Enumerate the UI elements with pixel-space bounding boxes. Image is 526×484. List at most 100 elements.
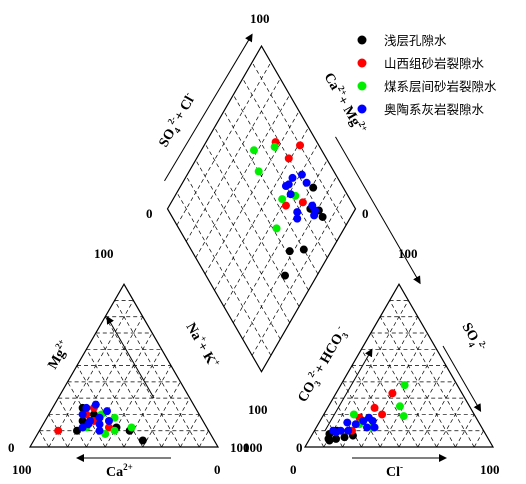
cation-point-2-4 bbox=[127, 423, 136, 432]
cation-point-3-3 bbox=[103, 407, 112, 416]
cation-point-3-1 bbox=[82, 403, 91, 412]
cation-triangle-grid-line bbox=[39, 430, 50, 448]
diamond-point-3-3 bbox=[281, 182, 290, 191]
legend: 浅层孔隙水 山西组砂岩裂隙水 煤系层间砂岩裂隙水 奥陶系灰岩裂隙水 bbox=[357, 33, 497, 117]
diamond-point-0-4 bbox=[285, 247, 294, 256]
legend-label-shallow-pore-water: 浅层孔隙水 bbox=[384, 33, 447, 48]
cation-triangle-grid-line bbox=[48, 300, 134, 448]
legend-marker-shallow-pore-water bbox=[357, 35, 367, 45]
diamond-point-3-6 bbox=[293, 214, 302, 223]
anion-point-2-1 bbox=[399, 412, 408, 421]
cation-triangle-grid-line bbox=[114, 300, 200, 448]
axis-label-co3-hco3: CO32-+ HCO3- bbox=[293, 323, 352, 406]
cation-point-3-8 bbox=[95, 426, 104, 435]
diamond-grid-line bbox=[214, 127, 309, 291]
diamond-tick-100-bottom: 100 bbox=[248, 402, 268, 417]
diamond-point-1-3 bbox=[281, 201, 290, 210]
cation-triangle-grid-line bbox=[95, 332, 162, 448]
anion-triangle-grid-line bbox=[473, 430, 484, 448]
arrow-ca-mg bbox=[335, 136, 421, 285]
anion-triangle-grid-line bbox=[455, 414, 475, 448]
cation-point-3-6 bbox=[104, 416, 113, 425]
diamond-point-3-1 bbox=[302, 178, 311, 187]
diamond-grid-line bbox=[251, 192, 347, 356]
anion-triangle-grid-line bbox=[314, 430, 325, 448]
diamond-point-3-5 bbox=[288, 173, 297, 182]
anion-point-3-3 bbox=[368, 416, 377, 425]
anion-tick-100-bottom: 100 bbox=[480, 462, 500, 477]
diamond-point-3-8 bbox=[293, 208, 302, 217]
anion-point-1-2 bbox=[370, 403, 379, 412]
cation-tick-100-top: 100 bbox=[94, 246, 114, 261]
anion-point-2-0 bbox=[400, 381, 409, 390]
anion-triangle-grid-line bbox=[389, 300, 475, 448]
cation-point-0-5 bbox=[138, 436, 147, 445]
anion-point-3-10 bbox=[329, 426, 338, 435]
diamond-frame bbox=[166, 44, 357, 373]
axis-label-ca-mg: Ca2++ Mg2+ bbox=[321, 69, 371, 137]
anion-point-1-0 bbox=[388, 389, 397, 398]
cation-tick-100-right: 100 bbox=[230, 440, 250, 455]
legend-label-ordovician-limestone: 奥陶系灰岩裂隙水 bbox=[384, 102, 485, 117]
anion-point-3-4 bbox=[363, 423, 372, 432]
diamond-point-2-4 bbox=[272, 224, 281, 233]
cation-triangle-grid-line bbox=[57, 397, 87, 448]
arrow-so4-cl bbox=[164, 33, 253, 182]
cation-point-3-2 bbox=[78, 410, 87, 419]
diamond-point-1-1 bbox=[284, 154, 293, 163]
diagram-frames bbox=[28, 44, 495, 448]
legend-marker-coal-interlayer-sandstone bbox=[357, 81, 367, 91]
anion-triangle-grid-line bbox=[323, 300, 409, 448]
anion-tick-0-bottom: 0 bbox=[290, 462, 297, 477]
axis-label-so4-cl: SO42-+ Cl- bbox=[154, 90, 201, 151]
anion-point-1-1 bbox=[378, 410, 387, 419]
diamond-grid-line bbox=[185, 78, 281, 242]
anion-point-2-2 bbox=[395, 402, 404, 411]
diamond-point-2-3 bbox=[278, 195, 287, 204]
cation-point-3-4 bbox=[95, 420, 104, 429]
diamond-grid-line bbox=[176, 192, 272, 356]
anion-point-2-4 bbox=[349, 410, 358, 419]
anion-triangle-grid-line bbox=[398, 365, 447, 448]
anion-point-0-1 bbox=[340, 433, 349, 442]
cation-point-3-10 bbox=[84, 420, 93, 429]
cation-point-3-9 bbox=[91, 400, 100, 409]
cation-tick-0-left: 0 bbox=[8, 440, 15, 455]
anion-point-0-6 bbox=[325, 436, 334, 445]
anion-tick-0-left: 0 bbox=[296, 440, 303, 455]
cation-triangle-grid-line bbox=[48, 414, 68, 448]
cation-triangle-grid-line bbox=[123, 365, 172, 448]
anion-triangle-grid-line bbox=[370, 332, 437, 448]
diamond-grid-line bbox=[204, 143, 300, 307]
legend-label-coal-interlayer-sandstone: 煤系层间砂岩裂隙水 bbox=[384, 79, 497, 94]
diamond-grid-line bbox=[232, 94, 328, 258]
diamond-grid-line bbox=[176, 62, 272, 226]
diamond-point-3-10 bbox=[310, 211, 319, 220]
cation-triangle-grid-line bbox=[161, 397, 191, 448]
legend-label-shanxi-sandstone: 山西组砂岩裂隙水 bbox=[384, 56, 485, 71]
axis-label-mg: Mg2+ bbox=[43, 337, 74, 372]
anion-triangle-frame bbox=[303, 282, 495, 448]
anion-tick-100-top: 100 bbox=[398, 246, 418, 261]
cation-triangle-frame bbox=[28, 282, 220, 448]
diamond-point-1-4 bbox=[298, 198, 307, 207]
axis-label-so4: SO42- bbox=[457, 319, 490, 356]
diamond-point-0-6 bbox=[318, 212, 327, 221]
diamond-point-2-2 bbox=[254, 167, 263, 176]
anion-triangle-grid-line bbox=[323, 414, 343, 448]
diamond-point-1-2 bbox=[296, 141, 305, 150]
anion-point-3-8 bbox=[343, 418, 352, 427]
cation-tick-100-bottom: 100 bbox=[12, 462, 32, 477]
cation-triangle-grid-line bbox=[198, 430, 209, 448]
diamond-point-0-3 bbox=[299, 245, 308, 254]
diamond-point-2-1 bbox=[270, 142, 279, 151]
anion-triangle-grid-line bbox=[351, 365, 400, 448]
diamond-tick-0-left: 0 bbox=[146, 206, 153, 221]
diamond-grid-line bbox=[204, 110, 300, 275]
diamond-grid-line bbox=[195, 94, 291, 258]
legend-marker-shanxi-sandstone bbox=[357, 58, 367, 68]
cation-point-2-2 bbox=[110, 426, 119, 435]
diamond-point-3-2 bbox=[297, 170, 306, 179]
arrow-so4 bbox=[442, 345, 482, 413]
diamond-point-0-5 bbox=[281, 271, 289, 280]
